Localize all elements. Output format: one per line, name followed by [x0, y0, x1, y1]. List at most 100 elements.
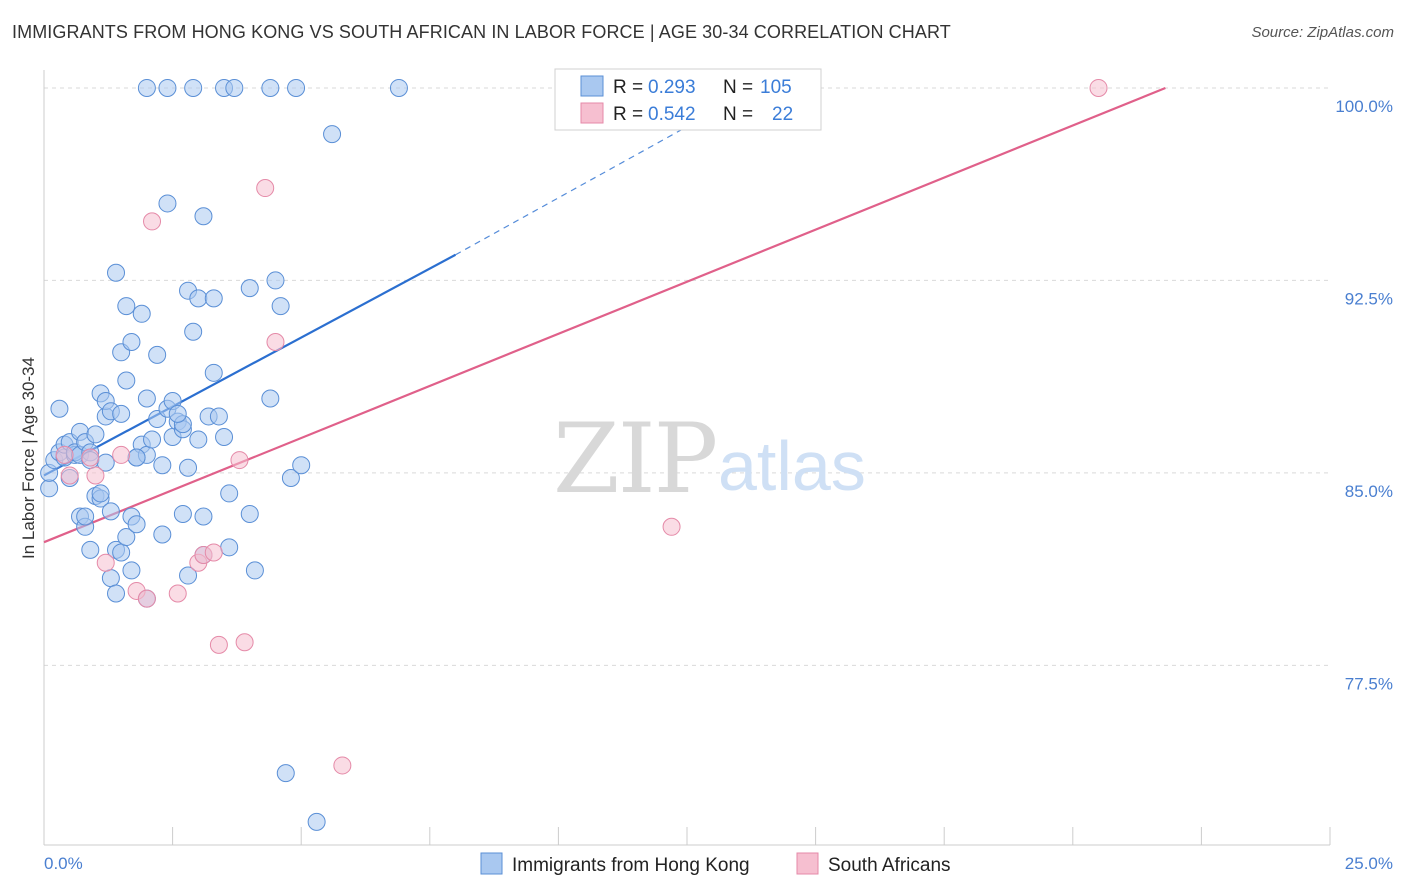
- legend-r-label-1: R =: [613, 77, 643, 98]
- point-0-92: [225, 78, 244, 97]
- point-0-81: [266, 271, 285, 290]
- y-tick-label-1: 92.5%: [1345, 289, 1393, 308]
- watermark: ZIP atlas: [553, 403, 866, 515]
- point-0-35: [117, 371, 136, 390]
- point-1-9: [168, 584, 187, 603]
- point-0-90: [184, 78, 203, 97]
- point-0-71: [204, 289, 223, 308]
- point-0-41: [127, 515, 146, 534]
- correlation-legend: R = 0.293 N = 105 R = 0.542 N = 22: [554, 68, 822, 131]
- legend-n-label-1: N =: [723, 77, 753, 98]
- point-0-96: [127, 448, 146, 467]
- point-1-7: [137, 589, 156, 608]
- point-0-51: [153, 456, 172, 475]
- point-0-95: [389, 78, 408, 97]
- point-0-82: [271, 297, 290, 316]
- point-1-8: [143, 212, 162, 231]
- y-tick-label-2: 85.0%: [1345, 482, 1393, 501]
- series-legend-swatch-south-africans: [796, 852, 819, 875]
- series-legend: Immigrants from Hong Kong South Africans: [480, 852, 951, 876]
- legend-swatch-pink: [580, 102, 604, 124]
- point-0-52: [153, 525, 172, 544]
- point-0-84: [292, 456, 311, 475]
- point-0-88: [137, 78, 156, 97]
- point-0-36: [117, 528, 136, 547]
- point-0-75: [220, 484, 239, 503]
- point-0-4: [50, 399, 69, 418]
- axes: [43, 70, 1331, 846]
- point-0-76: [220, 538, 239, 557]
- point-0-30: [107, 584, 126, 603]
- legend-r-label-2: R =: [613, 104, 643, 125]
- point-0-20: [86, 425, 105, 444]
- series-legend-label-south-africans: South Africans: [828, 855, 951, 876]
- point-1-16: [256, 179, 275, 198]
- series-legend-swatch-hong-kong: [480, 852, 503, 875]
- point-1-17: [266, 333, 285, 352]
- point-0-37: [117, 297, 136, 316]
- point-0-83: [281, 469, 300, 488]
- point-0-63: [179, 566, 198, 585]
- series-legend-label-hong-kong: Immigrants from Hong Kong: [512, 855, 750, 876]
- point-0-65: [189, 289, 208, 308]
- point-1-18: [333, 756, 352, 775]
- point-1-15: [235, 633, 254, 652]
- point-0-31: [107, 263, 126, 282]
- point-1-21: [1089, 78, 1108, 97]
- point-0-28: [101, 502, 120, 521]
- point-0-97: [76, 507, 95, 526]
- point-0-86: [307, 812, 326, 831]
- point-0-80: [261, 389, 280, 408]
- point-1-5: [112, 445, 131, 464]
- point-0-79: [245, 561, 264, 580]
- source-label: Source: ZipAtlas.com: [1251, 24, 1394, 41]
- legend-n-label-2: N =: [723, 104, 753, 125]
- point-0-22: [91, 484, 110, 503]
- point-1-1: [60, 466, 79, 485]
- point-0-77: [240, 279, 259, 298]
- series-points-0: [40, 78, 408, 831]
- x-tick-label-0: 0.0%: [44, 854, 83, 873]
- point-0-40: [122, 561, 141, 580]
- x-tick-label-1: 25.0%: [1345, 854, 1393, 873]
- point-0-68: [194, 507, 213, 526]
- point-0-18: [81, 540, 100, 559]
- point-0-73: [209, 407, 228, 426]
- point-0-93: [261, 78, 280, 97]
- point-0-44: [132, 304, 151, 323]
- point-0-61: [179, 458, 198, 477]
- grid-lines: [44, 87, 1330, 666]
- point-1-19: [662, 517, 681, 536]
- point-1-3: [86, 466, 105, 485]
- point-0-87: [323, 125, 342, 144]
- point-1-0: [55, 445, 74, 464]
- watermark-atlas: atlas: [718, 427, 866, 505]
- point-0-74: [215, 427, 234, 446]
- legend-n-value-2: 22: [772, 104, 793, 125]
- point-1-2: [81, 448, 100, 467]
- point-0-59: [173, 504, 192, 523]
- y-tick-label-0: 100.0%: [1335, 97, 1393, 116]
- point-0-39: [122, 333, 141, 352]
- legend-swatch-blue: [580, 75, 604, 97]
- legend-r-value-2: 0.542: [648, 104, 696, 125]
- legend-r-value-1: 0.293: [648, 77, 696, 98]
- point-0-54: [158, 194, 177, 213]
- data-points: [40, 78, 1108, 831]
- point-0-32: [112, 404, 131, 423]
- legend-n-value-1: 105: [760, 77, 792, 98]
- point-0-66: [189, 430, 208, 449]
- point-0-99: [168, 404, 187, 423]
- point-0-67: [194, 207, 213, 226]
- point-1-4: [96, 553, 115, 572]
- point-0-78: [240, 504, 259, 523]
- point-0-72: [204, 363, 223, 382]
- y-tick-label-3: 77.5%: [1345, 674, 1393, 693]
- point-1-12: [204, 543, 223, 562]
- point-0-64: [184, 322, 203, 341]
- y-axis-label: In Labor Force | Age 30-34: [19, 357, 38, 559]
- point-0-0: [40, 479, 59, 498]
- trend-line-1: [43, 86, 1166, 544]
- tick-labels: 100.0% 92.5% 85.0% 77.5% 0.0% 25.0%: [44, 97, 1393, 873]
